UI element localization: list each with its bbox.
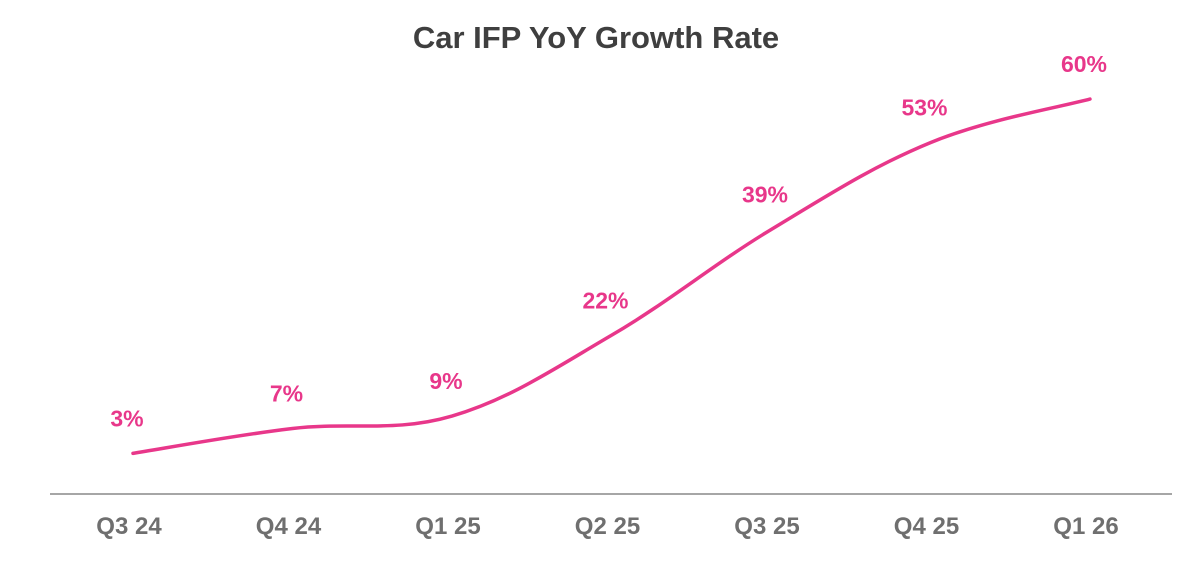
x-tick-label: Q3 25 — [734, 513, 799, 540]
series-line — [131, 97, 1092, 456]
x-tick-label: Q1 26 — [1053, 513, 1118, 540]
chart-title: Car IFP YoY Growth Rate — [413, 20, 779, 55]
x-tick-label: Q4 24 — [256, 513, 322, 540]
data-label: 22% — [582, 287, 628, 313]
data-label: 9% — [429, 368, 462, 394]
x-tick-group: Q3 24 Q4 24 Q1 25 Q2 25 Q3 25 Q4 25 Q1 26 — [96, 513, 1118, 540]
data-label: 60% — [1061, 51, 1107, 77]
x-tick-label: Q1 25 — [415, 513, 480, 540]
data-label: 3% — [110, 405, 143, 431]
x-tick-label: Q3 24 — [96, 513, 162, 540]
data-label: 39% — [742, 182, 788, 208]
x-tick-label: Q2 25 — [575, 513, 640, 540]
data-label: 7% — [270, 380, 303, 406]
data-label: 53% — [901, 95, 947, 121]
series-group — [131, 97, 1092, 456]
x-tick-label: Q4 25 — [894, 513, 959, 540]
data-label-group: 3% 7% 9% 22% 39% 53% 60% — [110, 51, 1107, 431]
